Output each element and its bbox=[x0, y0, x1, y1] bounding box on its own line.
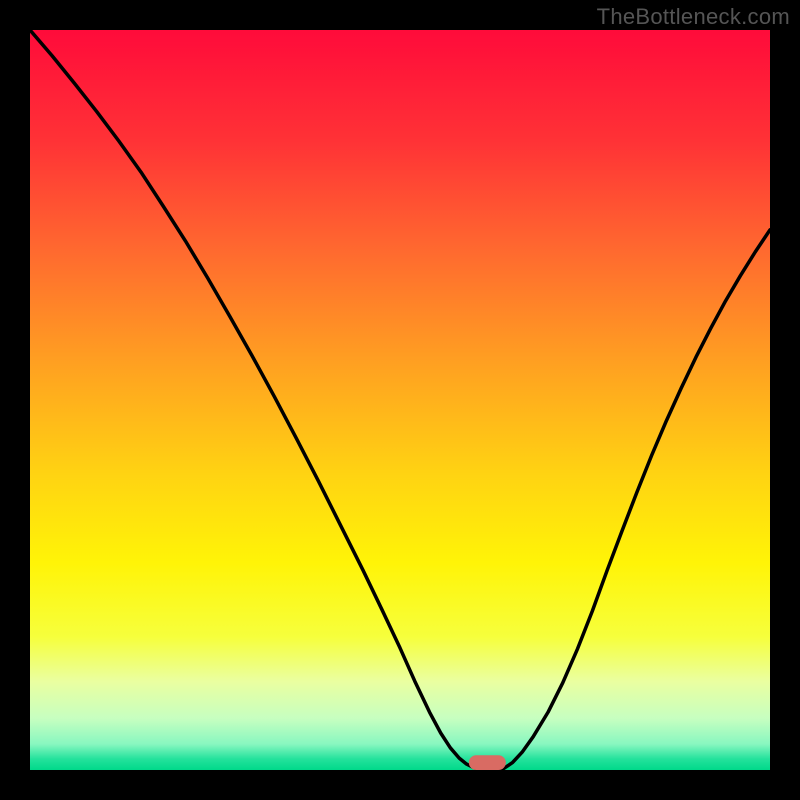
bottleneck-chart bbox=[30, 30, 770, 770]
optimal-marker bbox=[469, 755, 506, 770]
watermark-text: TheBottleneck.com bbox=[597, 4, 790, 30]
gradient-background bbox=[30, 30, 770, 770]
